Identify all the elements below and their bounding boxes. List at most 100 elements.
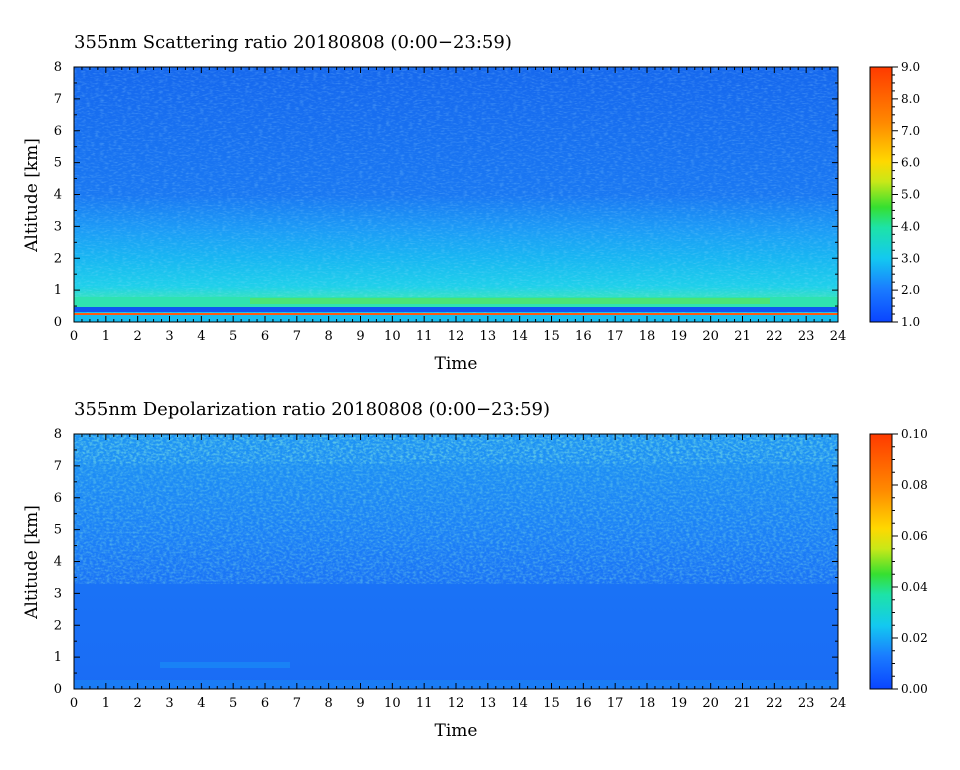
y-tick-label: 0 bbox=[54, 315, 62, 330]
x-tick-label: 23 bbox=[798, 329, 815, 344]
x-tick-label: 13 bbox=[480, 329, 497, 344]
x-tick-label: 10 bbox=[384, 329, 401, 344]
x-tick-label: 20 bbox=[702, 696, 719, 711]
colorbar-gradient bbox=[869, 433, 893, 690]
x-tick-label: 7 bbox=[293, 696, 301, 711]
x-tick-label: 0 bbox=[70, 696, 78, 711]
colorbar-tick-label: 8.0 bbox=[901, 92, 920, 106]
x-tick-label: 19 bbox=[671, 696, 688, 711]
x-tick-label: 15 bbox=[543, 329, 560, 344]
x-tick-label: 14 bbox=[511, 329, 528, 344]
colorbar-tick-label: 6.0 bbox=[901, 156, 920, 170]
colorbar-tick-label: 1.0 bbox=[901, 315, 920, 329]
y-tick-label: 4 bbox=[54, 188, 62, 203]
y-tick-label: 0 bbox=[54, 682, 62, 697]
x-tick-label: 22 bbox=[766, 696, 783, 711]
colorbar: 0.00 0.02 0.04 0.06 0.08 0.10 bbox=[869, 427, 928, 696]
colorbar-tick-label: 4.0 bbox=[901, 219, 920, 233]
y-axis-ticks: 0 1 2 3 4 5 6 7 8 bbox=[54, 60, 838, 330]
scattering-ratio-panel: 355nm Scattering ratio 20180808 (0:00−23… bbox=[22, 32, 920, 374]
colorbar-tick-label: 5.0 bbox=[901, 188, 920, 202]
x-tick-label: 8 bbox=[325, 696, 333, 711]
colorbar-tick-label: 9.0 bbox=[901, 60, 920, 74]
colorbar-tick-label: 2.0 bbox=[901, 283, 920, 297]
x-tick-label: 13 bbox=[480, 696, 497, 711]
x-tick-label: 24 bbox=[830, 329, 847, 344]
colorbar-ticks: 1.0 2.0 3.0 4.0 5.0 6.0 7.0 8.0 9.0 bbox=[892, 60, 920, 329]
x-tick-label: 11 bbox=[416, 696, 433, 711]
x-tick-label: 9 bbox=[356, 329, 364, 344]
x-tick-label: 4 bbox=[197, 696, 205, 711]
x-tick-label: 14 bbox=[511, 696, 528, 711]
colorbar-tick-label: 0.00 bbox=[901, 682, 928, 696]
y-axis-label: Altitude [km] bbox=[22, 138, 42, 253]
x-tick-label: 19 bbox=[671, 329, 688, 344]
x-tick-label: 23 bbox=[798, 696, 815, 711]
colorbar-tick-label: 3.0 bbox=[901, 251, 920, 265]
y-tick-label: 6 bbox=[54, 124, 62, 139]
x-tick-label: 10 bbox=[384, 696, 401, 711]
colorbar: 1.0 2.0 3.0 4.0 5.0 6.0 7.0 8.0 9.0 bbox=[869, 60, 920, 329]
y-tick-label: 2 bbox=[54, 251, 62, 266]
colorbar-ticks: 0.00 0.02 0.04 0.06 0.08 0.10 bbox=[892, 427, 928, 696]
y-tick-label: 3 bbox=[54, 219, 62, 234]
chart-title: 355nm Depolarization ratio 20180808 (0:0… bbox=[74, 399, 550, 420]
y-tick-label: 2 bbox=[54, 618, 62, 633]
x-tick-label: 12 bbox=[448, 329, 465, 344]
x-tick-label: 3 bbox=[165, 696, 173, 711]
y-tick-label: 6 bbox=[54, 491, 62, 506]
y-axis-label: Altitude [km] bbox=[22, 505, 42, 620]
colorbar-tick-label: 0.06 bbox=[901, 529, 928, 543]
x-tick-label: 1 bbox=[102, 696, 110, 711]
y-axis-ticks: 0 1 2 3 4 5 6 7 8 bbox=[54, 427, 838, 697]
colorbar-tick-label: 0.10 bbox=[901, 427, 928, 441]
y-tick-label: 5 bbox=[54, 156, 62, 171]
x-axis-ticks: 0 1 2 3 4 5 6 7 8 9 10 11 12 13 14 15 16 17 18 19 20 21 22 23 24 bbox=[70, 434, 846, 711]
x-tick-label: 1 bbox=[102, 329, 110, 344]
x-tick-label: 11 bbox=[416, 329, 433, 344]
dark-band bbox=[74, 307, 838, 312]
y-tick-label: 7 bbox=[54, 459, 62, 474]
x-tick-label: 5 bbox=[229, 696, 237, 711]
x-tick-label: 12 bbox=[448, 696, 465, 711]
surface-red-line bbox=[74, 313, 838, 315]
x-tick-label: 20 bbox=[702, 329, 719, 344]
x-tick-label: 2 bbox=[134, 696, 142, 711]
x-tick-label: 6 bbox=[261, 329, 269, 344]
x-tick-label: 4 bbox=[197, 329, 205, 344]
y-tick-label: 8 bbox=[54, 427, 62, 442]
y-tick-label: 8 bbox=[54, 60, 62, 75]
chart-title: 355nm Scattering ratio 20180808 (0:00−23… bbox=[74, 32, 512, 53]
y-tick-label: 1 bbox=[54, 283, 62, 298]
colorbar-tick-label: 7.0 bbox=[901, 124, 920, 138]
x-axis-label: Time bbox=[435, 354, 478, 374]
x-tick-label: 17 bbox=[607, 329, 624, 344]
y-tick-label: 4 bbox=[54, 555, 62, 570]
heatmap-texture bbox=[74, 67, 838, 322]
x-axis-label: Time bbox=[435, 721, 478, 741]
x-tick-label: 21 bbox=[734, 696, 751, 711]
colorbar-tick-label: 0.02 bbox=[901, 631, 928, 645]
low-layer-band bbox=[160, 662, 290, 668]
x-tick-label: 9 bbox=[356, 696, 364, 711]
x-tick-label: 8 bbox=[325, 329, 333, 344]
heatmap-plot-area bbox=[73, 433, 839, 690]
x-tick-label: 18 bbox=[639, 696, 656, 711]
colorbar-gradient bbox=[869, 66, 893, 323]
x-tick-label: 22 bbox=[766, 329, 783, 344]
x-tick-label: 5 bbox=[229, 329, 237, 344]
x-axis-ticks: 0 1 2 3 4 5 6 7 8 9 10 11 12 13 14 15 16 17 18 19 20 21 22 23 24 bbox=[70, 67, 846, 344]
x-tick-label: 16 bbox=[575, 696, 592, 711]
x-tick-label: 16 bbox=[575, 329, 592, 344]
y-tick-label: 3 bbox=[54, 586, 62, 601]
y-tick-label: 7 bbox=[54, 92, 62, 107]
aerosol-layer-core bbox=[250, 298, 770, 304]
colorbar-tick-label: 0.04 bbox=[901, 580, 928, 594]
x-tick-label: 2 bbox=[134, 329, 142, 344]
colorbar-tick-label: 0.08 bbox=[901, 478, 928, 492]
depolarization-ratio-panel: 355nm Depolarization ratio 20180808 (0:0… bbox=[22, 399, 928, 741]
x-tick-label: 0 bbox=[70, 329, 78, 344]
y-tick-label: 5 bbox=[54, 523, 62, 538]
x-tick-label: 18 bbox=[639, 329, 656, 344]
